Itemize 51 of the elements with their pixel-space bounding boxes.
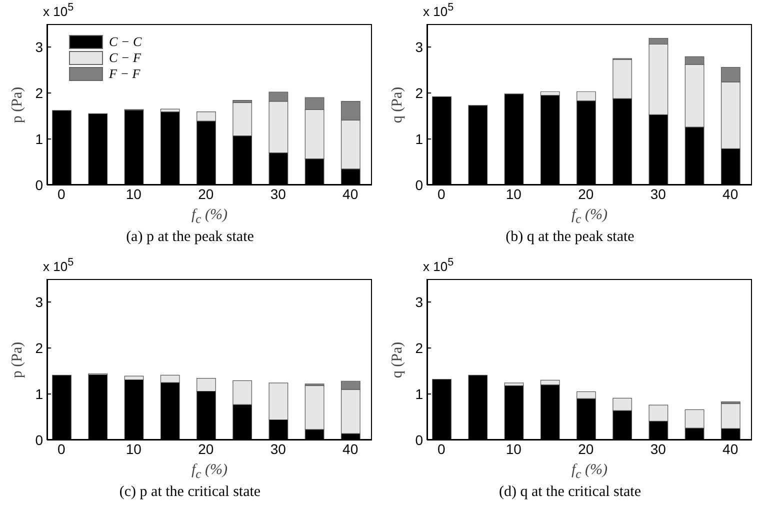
- x-axis-title: f$_{c}$ (%): [192, 462, 228, 481]
- x-tick-label: 0: [58, 440, 66, 457]
- text: x 10$^{5}$: [423, 2, 454, 20]
- y-axis-title: q (Pa): [390, 86, 406, 123]
- y-tick-label: 3: [415, 294, 424, 310]
- x-tick-label: 20: [578, 440, 594, 457]
- text: (c) p at the critical state: [119, 484, 261, 500]
- x-axis-title: f$_{c}$ (%): [192, 207, 228, 226]
- y-tick-label: 1: [35, 130, 44, 147]
- y-axis-title: p (Pa): [10, 341, 26, 378]
- x-axis-title: f$_{c}$ (%): [572, 462, 608, 481]
- legend-label: F − F: [109, 66, 140, 82]
- x-tick-label: 40: [342, 440, 358, 457]
- x-tick-label: 0: [58, 186, 66, 202]
- y-tick-label: 2: [415, 84, 424, 101]
- x-tick-label: 10: [506, 440, 522, 457]
- x-tick-label: 20: [578, 186, 594, 202]
- x-tick-label: 10: [506, 186, 522, 202]
- y-axis-title: p (Pa): [10, 86, 26, 123]
- x-tick-label: 30: [650, 440, 666, 457]
- x-tick-label: 0: [438, 186, 446, 202]
- text: (b) q at the peak state: [506, 229, 634, 245]
- y-axis-title: q (Pa): [390, 341, 406, 378]
- y-tick-label: 3: [35, 38, 44, 55]
- x-tick-label: 40: [722, 440, 738, 457]
- x-tick-label: 0: [438, 440, 446, 457]
- x-tick-label: 10: [126, 186, 142, 202]
- text: x 10$^{5}$: [43, 257, 74, 274]
- y-tick-label: 2: [415, 340, 424, 356]
- y-tick-label: 1: [35, 386, 44, 402]
- text: (a) p at the peak state: [126, 229, 254, 245]
- x-tick-label: 20: [198, 440, 214, 457]
- text: x 10$^{5}$: [423, 257, 454, 274]
- y-tick-label: 2: [35, 84, 44, 101]
- x-tick-label: 10: [126, 440, 142, 457]
- y-tick-label: 3: [415, 38, 424, 55]
- y-tick-label: 3: [35, 294, 44, 310]
- x-tick-label: 30: [650, 186, 666, 202]
- legend-label: C − F: [109, 50, 141, 66]
- text: x 10$^{5}$: [43, 2, 74, 20]
- x-tick-label: 30: [270, 440, 286, 457]
- y-tick-label: 1: [415, 386, 424, 402]
- x-tick-label: 20: [198, 186, 214, 202]
- y-tick-label: 1: [415, 130, 424, 147]
- y-tick-label: 2: [35, 340, 44, 356]
- x-tick-label: 40: [722, 186, 738, 202]
- x-tick-label: 30: [270, 186, 286, 202]
- text: (d) q at the critical state: [498, 484, 642, 500]
- x-tick-label: 40: [342, 186, 358, 202]
- legend-label: C − C: [109, 34, 142, 50]
- x-axis-title: f$_{c}$ (%): [572, 207, 608, 226]
